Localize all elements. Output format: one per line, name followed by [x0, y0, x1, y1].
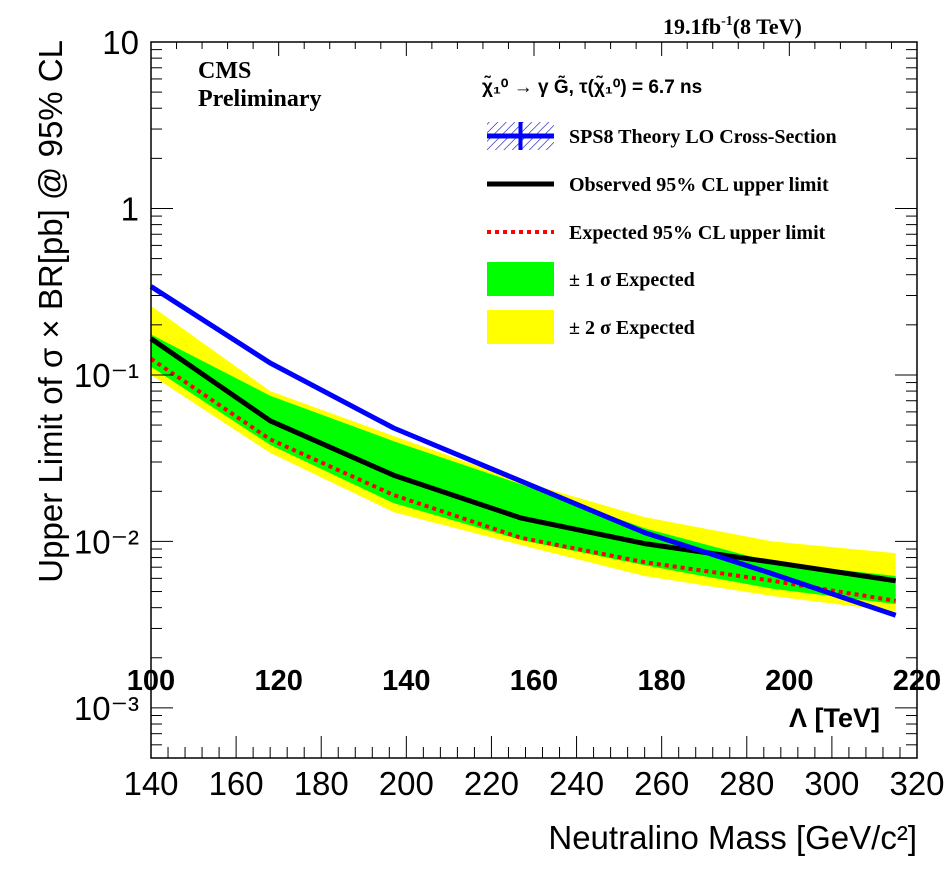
- y-tick-label: 10⁻²: [74, 523, 139, 560]
- expected-bands: [151, 305, 896, 612]
- y-axis-label: Upper Limit of σ × BR[pb] @ 95% CL: [32, 40, 69, 583]
- y-axis-ticks: 10 1 10⁻¹ 10⁻² 10⁻³: [74, 24, 917, 759]
- theory-curve: [149, 284, 897, 618]
- lambda-tick-label: 120: [254, 665, 302, 697]
- band-2sigma: [151, 305, 896, 612]
- x-tick-label: 220: [464, 765, 519, 802]
- y-tick-label: 1: [121, 190, 139, 227]
- legend: SPS8 Theory LO Cross-Section Observed 95%…: [487, 122, 837, 344]
- legend-label: Observed 95% CL upper limit: [569, 174, 829, 196]
- cms-label: CMS: [198, 58, 251, 84]
- lambda-tick-label: 220: [893, 665, 941, 697]
- x-tick-label: 140: [123, 765, 178, 802]
- y-tick-label: 10⁻³: [74, 690, 139, 727]
- process-label: χ̃₁⁰ → γ G̃, τ(χ̃₁⁰) = 6.7 ns: [482, 75, 702, 98]
- observed-curve: [149, 336, 897, 584]
- lambda-axis-label: Λ [TeV]: [789, 703, 880, 733]
- legend-1sigma-swatch: [487, 262, 554, 296]
- legend-2sigma-swatch: [487, 310, 554, 344]
- x-axis-label: Neutralino Mass [GeV/c²]: [548, 819, 917, 856]
- legend-label: ± 2 σ Expected: [569, 317, 695, 339]
- x-tick-label: 200: [379, 765, 434, 802]
- band-1sigma: [151, 334, 896, 605]
- x-tick-label: 240: [549, 765, 604, 802]
- x-tick-label: 180: [294, 765, 349, 802]
- lumi-label: 19.1fb-1(8 TeV): [663, 14, 802, 39]
- legend-label: ± 1 σ Expected: [569, 269, 695, 291]
- legend-label: Expected 95% CL upper limit: [569, 222, 826, 244]
- preliminary-label: Preliminary: [198, 86, 322, 112]
- x-tick-label: 320: [889, 765, 944, 802]
- lambda-tick-label: 140: [382, 665, 430, 697]
- x-tick-label: 300: [804, 765, 859, 802]
- lambda-tick-label: 100: [127, 665, 175, 697]
- y-tick-label: 10: [102, 24, 139, 61]
- lambda-axis-ticks: 100 120 140 160 180 200 220: [127, 42, 941, 697]
- lambda-tick-label: 180: [637, 665, 685, 697]
- x-axis-ticks: 140 160 180 200 220 240 260 280 300 320: [123, 736, 945, 802]
- x-tick-label: 260: [634, 765, 689, 802]
- lambda-tick-label: 200: [765, 665, 813, 697]
- x-tick-label: 160: [209, 765, 264, 802]
- lambda-tick-label: 160: [510, 665, 558, 697]
- limit-curves: [149, 284, 897, 618]
- y-tick-label: 10⁻¹: [74, 357, 139, 394]
- x-tick-label: 280: [719, 765, 774, 802]
- legend-label: SPS8 Theory LO Cross-Section: [569, 126, 837, 148]
